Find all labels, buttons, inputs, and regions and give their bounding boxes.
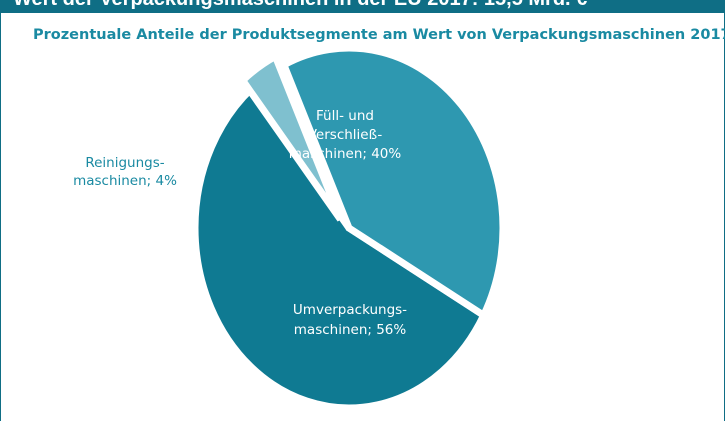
pie-slice-3	[279, 44, 507, 321]
slice-label-2: Reinigungs-maschinen; 4%	[73, 155, 177, 189]
slice-label-line: Umverpackungs-	[293, 302, 407, 318]
slice-label-3: Füll- und Verschließ-maschinen; 40%	[289, 108, 402, 162]
slice-label-line: maschinen; 40%	[289, 146, 402, 162]
slice-label-line: maschinen; 4%	[73, 173, 177, 189]
slice-label-line: Verschließ-	[308, 127, 383, 143]
slice-label-line: Reinigungs-	[85, 155, 164, 171]
slice-label-line: Füll- und	[316, 108, 374, 124]
slice-label-1: Umverpackungs-maschinen; 56%	[293, 302, 407, 338]
header-band: Wert der Verpackungsmaschinen in der EU …	[1, 0, 725, 13]
header-title: Wert der Verpackungsmaschinen in der EU …	[13, 0, 587, 10]
chart-title: Prozentuale Anteile der Produktsegmente …	[33, 27, 725, 43]
pie-slice-1	[191, 83, 489, 412]
pie-slice-2	[238, 51, 344, 222]
slice-label-line: maschinen; 56%	[294, 322, 407, 338]
